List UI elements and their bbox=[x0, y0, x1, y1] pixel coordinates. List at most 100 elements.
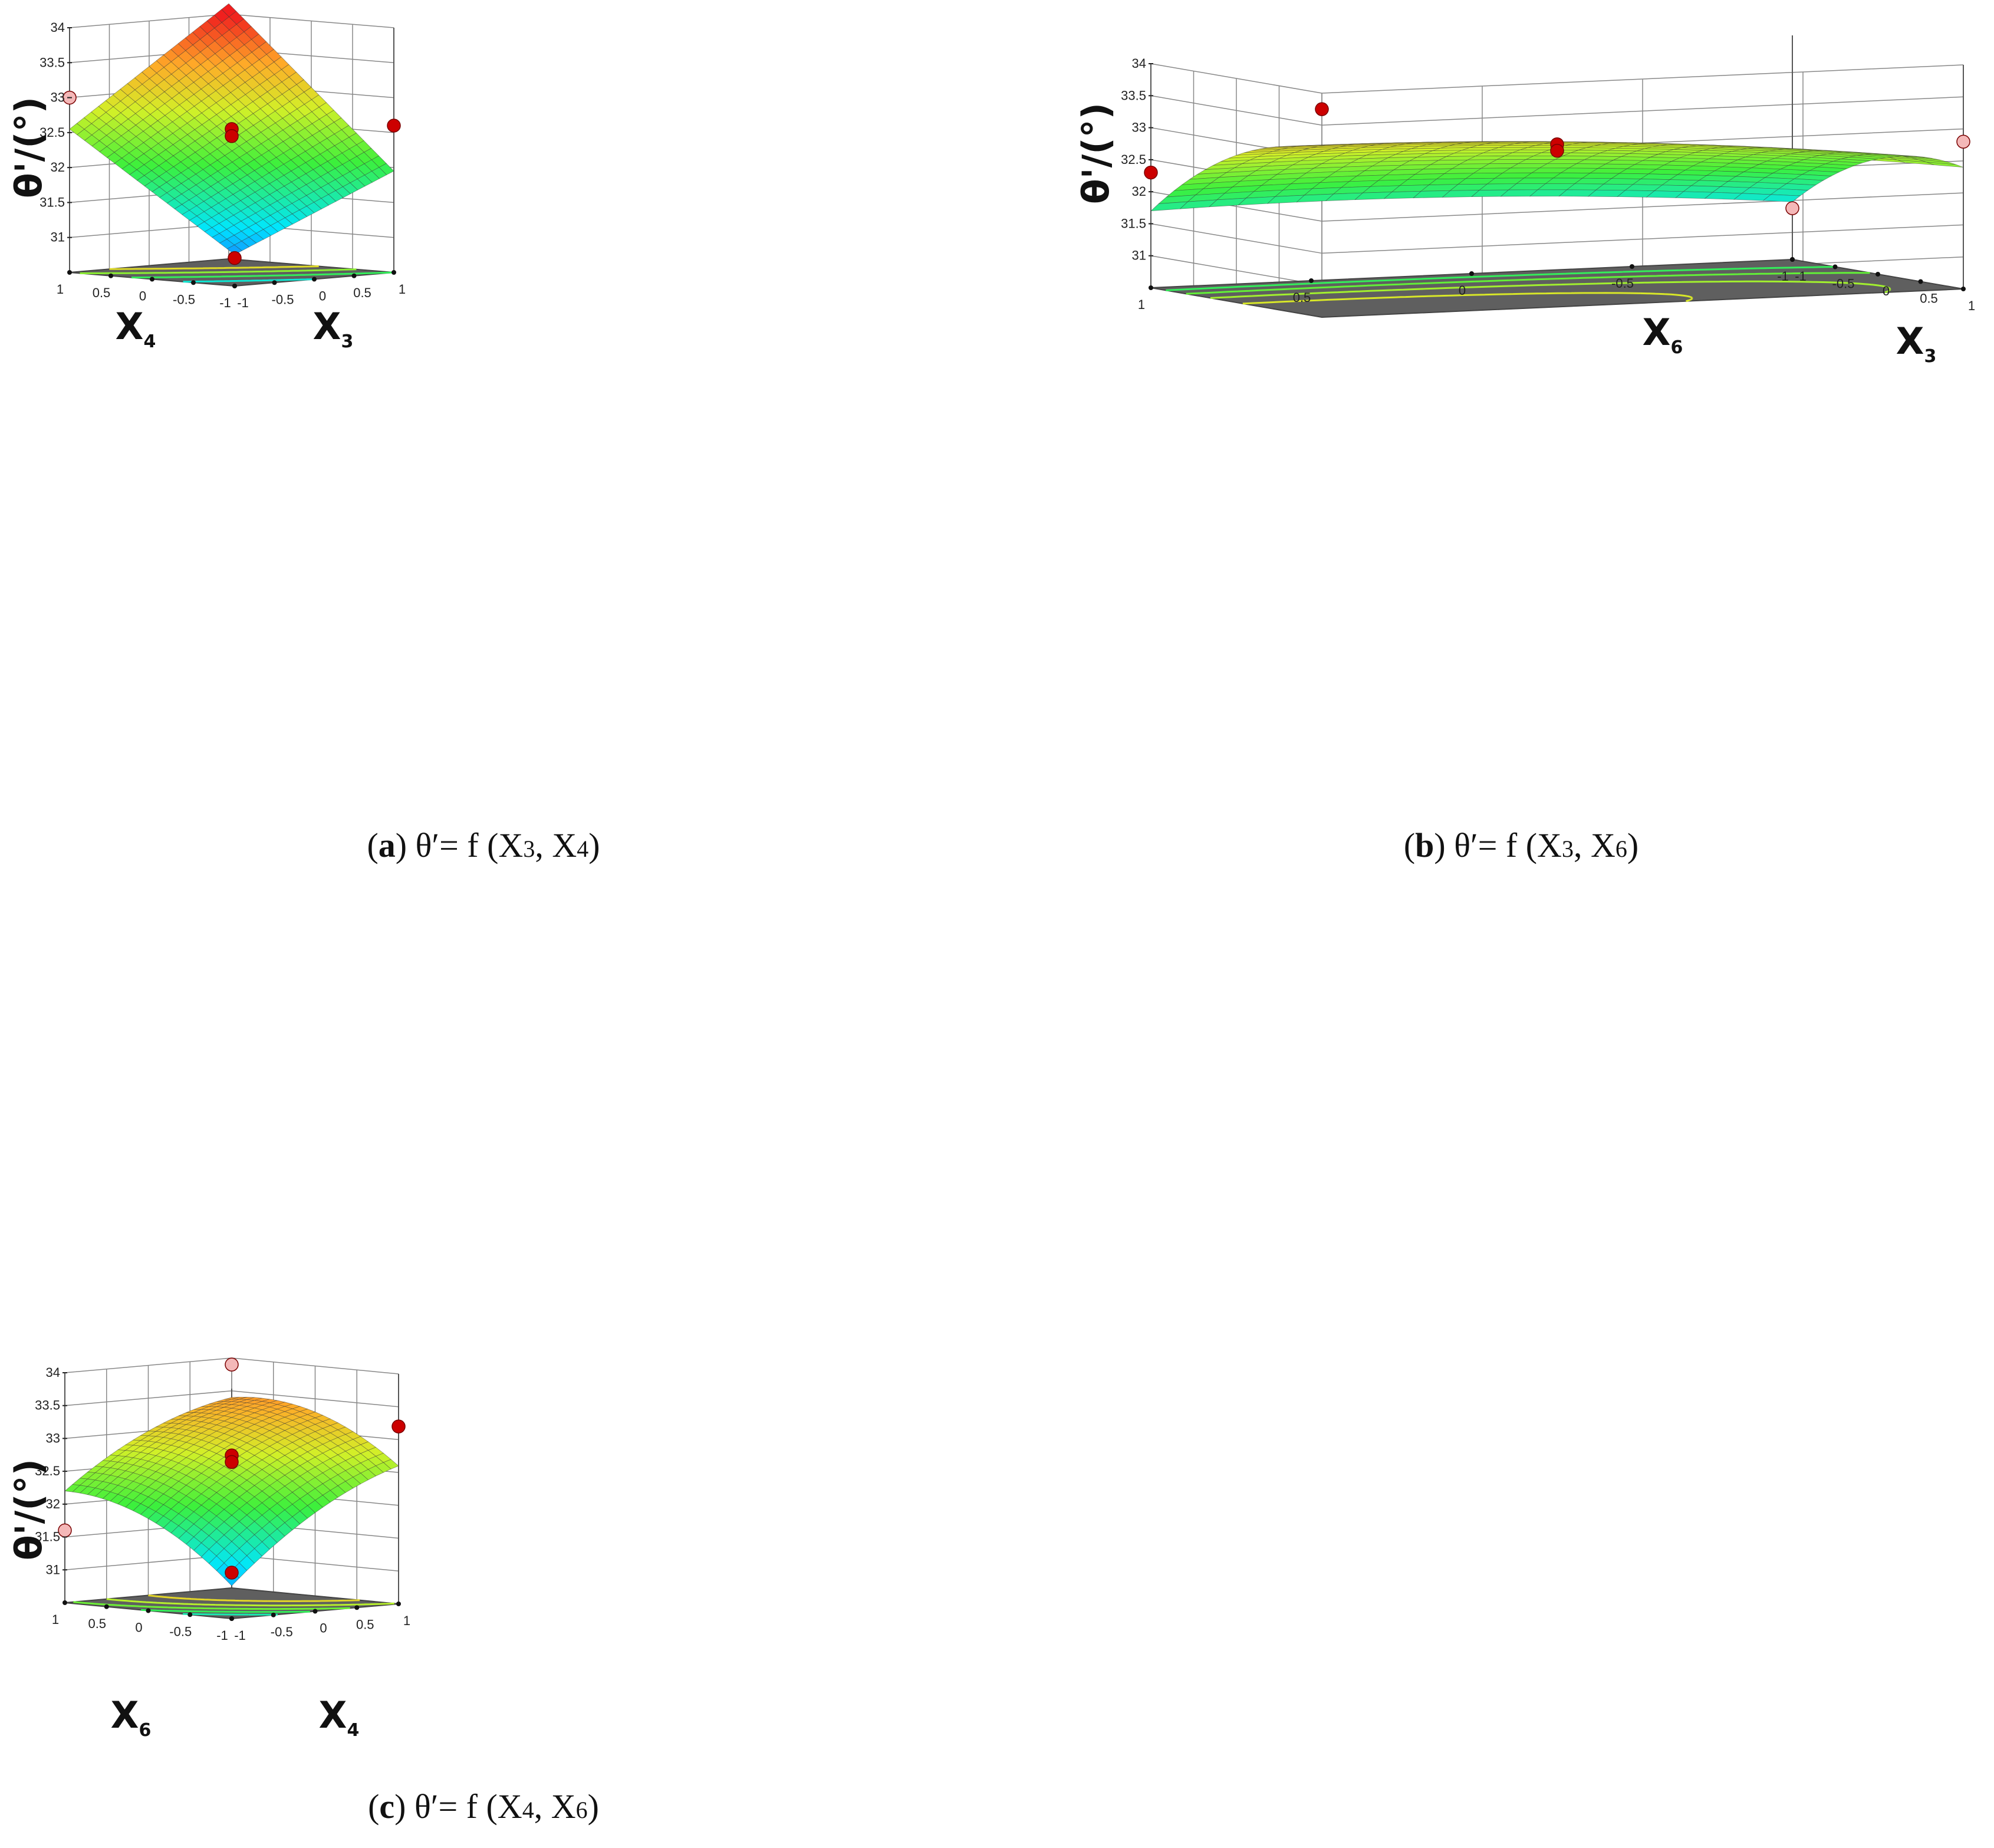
caption-a-letter: a bbox=[378, 826, 396, 864]
design-point bbox=[225, 1357, 239, 1372]
x-tick-mark bbox=[272, 280, 277, 285]
surface-facet bbox=[1762, 194, 1801, 202]
z-tick-label: 33 bbox=[46, 1431, 60, 1445]
design-point bbox=[225, 1566, 239, 1580]
caption-b: (b) θ′= f (X3, X6) bbox=[1403, 826, 1639, 864]
y-tick-mark bbox=[150, 277, 154, 282]
y-tick-label: 0.5 bbox=[93, 285, 111, 300]
y-tick-labels: -1 -0.5 0 0.5 1 bbox=[57, 270, 237, 310]
chart-panel-a: 31 31.5 32 32.5 33 33.5 34 -1 -0.5 0 0.5 1 -1 -0.5 0 0.… bbox=[0, 0, 943, 796]
x-tick-label: 0 bbox=[320, 1621, 327, 1636]
y-axis-title: X6 bbox=[1643, 311, 1683, 358]
contour-lines bbox=[80, 265, 394, 283]
z-tick-label: 34 bbox=[1132, 56, 1146, 71]
wall-gridline bbox=[1150, 95, 1964, 126]
z-tick-label: 32 bbox=[1132, 184, 1146, 199]
wall-gridline bbox=[1150, 223, 1964, 254]
z-tick-label: 31.5 bbox=[35, 1530, 60, 1544]
y-tick-label: 1 bbox=[57, 282, 64, 297]
x-tick-mark bbox=[354, 1605, 360, 1610]
x-axis-title: X4 bbox=[319, 1694, 360, 1741]
surface-facet bbox=[1150, 201, 1189, 212]
design-point bbox=[1315, 102, 1329, 116]
z-tick-label: 33.5 bbox=[1121, 88, 1146, 103]
y-tick-label: -1 bbox=[1777, 269, 1789, 284]
y-tick-label: -0.5 bbox=[1611, 276, 1634, 291]
z-tick-label: 34 bbox=[46, 1365, 60, 1380]
caption-c: (c) θ′= f (X4, X6) bbox=[368, 1787, 599, 1826]
design-point bbox=[1550, 143, 1564, 158]
contour-line bbox=[1186, 272, 1870, 295]
x-tick-label: -0.5 bbox=[271, 1625, 293, 1639]
x-tick-mark bbox=[396, 1602, 401, 1606]
z-tick-label: 32.5 bbox=[35, 1464, 60, 1478]
chart-box: 31 31.5 32 32.5 33 33.5 34 -1 -0.5 0 0.5 1 -1 -0.5 0 0.… bbox=[7, 1357, 410, 1741]
z-tick-label: 32.5 bbox=[1121, 152, 1146, 167]
z-tick-label: 33 bbox=[51, 90, 65, 105]
x-tick-mark bbox=[1961, 287, 1966, 291]
design-point bbox=[228, 251, 242, 265]
z-tick-label: 32 bbox=[46, 1497, 60, 1511]
y-tick-label: -0.5 bbox=[173, 292, 195, 307]
y-tick-mark bbox=[1790, 257, 1795, 262]
design-point bbox=[1956, 134, 1970, 149]
y-tick-mark bbox=[1309, 278, 1314, 283]
caption-c-text: θ′= f (X4, X6) bbox=[414, 1787, 599, 1826]
contour-line bbox=[1166, 266, 1835, 291]
x-tick-labels: -1 -0.5 0 0.5 1 bbox=[229, 1602, 410, 1643]
contour-line bbox=[109, 265, 319, 270]
design-point bbox=[225, 1455, 239, 1469]
y-tick-mark bbox=[146, 1608, 151, 1613]
x-tick-label: 0.5 bbox=[1920, 291, 1938, 306]
surface-chart-b: 31 31.5 32 32.5 33 33.5 34 -1 -0.5 0 0.5 1 -1 -0.5 0 0.… bbox=[1074, 35, 1975, 367]
y-tick-label: -0.5 bbox=[169, 1624, 192, 1639]
z-tick-label: 31.5 bbox=[1121, 216, 1146, 231]
x-axis-title: X3 bbox=[313, 305, 354, 352]
y-tick-mark bbox=[229, 1616, 234, 1621]
y-tick-label: -1 bbox=[216, 1628, 228, 1643]
y-tick-labels: -1 -0.5 0 0.5 1 bbox=[1138, 257, 1795, 312]
contour-line bbox=[73, 1601, 350, 1610]
chart-box: 31 31.5 32 32.5 33 33.5 34 -1 -0.5 0 0.5 1 -1 -0.5 0 0.… bbox=[7, 3, 406, 352]
chart-panel-c: 31 31.5 32 32.5 33 33.5 34 -1 -0.5 0 0.5 1 -1 -0.5 0 0.… bbox=[0, 943, 943, 1769]
y-tick-label: 0.5 bbox=[88, 1616, 106, 1631]
x-tick-labels: -1 -0.5 0 0.5 1 bbox=[232, 270, 406, 310]
y-tick-mark bbox=[232, 284, 237, 288]
z-axis-title: θ'/(°) bbox=[1074, 103, 1117, 204]
x-tick-mark bbox=[271, 1612, 276, 1617]
z-tick-label: 31 bbox=[51, 230, 65, 245]
x-tick-labels: -1 -0.5 0 0.5 1 bbox=[1790, 257, 1975, 313]
y-tick-mark bbox=[187, 1612, 193, 1617]
y-tick-label: 0 bbox=[139, 289, 146, 304]
contour-line bbox=[131, 271, 394, 279]
y-tick-label: -1 bbox=[219, 295, 231, 310]
contour-lines bbox=[73, 1594, 394, 1616]
y-tick-label: 0 bbox=[135, 1620, 142, 1635]
x-tick-label: -1 bbox=[234, 1628, 246, 1643]
x-tick-mark bbox=[312, 277, 317, 282]
x-tick-label: -0.5 bbox=[272, 292, 294, 307]
surface-mesh bbox=[64, 1396, 399, 1586]
z-tick-label: 34 bbox=[51, 20, 65, 35]
y-tick-mark bbox=[191, 280, 196, 285]
y-tick-mark bbox=[1149, 285, 1153, 290]
surface-chart-a: 31 31.5 32 32.5 33 33.5 34 -1 -0.5 0 0.5 1 -1 -0.5 0 0.… bbox=[7, 3, 406, 352]
caption-b-text: θ′= f (X3, X6) bbox=[1454, 826, 1639, 864]
x-tick-mark bbox=[1918, 279, 1923, 284]
x-tick-label: 0 bbox=[1883, 284, 1890, 298]
surface-mesh bbox=[69, 3, 394, 255]
y-tick-labels: -1 -0.5 0 0.5 1 bbox=[52, 1600, 234, 1643]
y-tick-mark bbox=[62, 1600, 67, 1605]
x-tick-label: 0 bbox=[319, 289, 326, 304]
x-tick-label: -1 bbox=[237, 295, 249, 310]
x-tick-label: 1 bbox=[403, 1613, 410, 1628]
y-tick-mark bbox=[67, 270, 72, 275]
x-tick-mark bbox=[351, 273, 357, 278]
caption-a-text: θ′= f (X3, X4) bbox=[415, 826, 600, 864]
z-tick-label: 33.5 bbox=[35, 1398, 60, 1413]
z-tick-labels: 31 31.5 32 32.5 33 33.5 34 bbox=[1121, 56, 1153, 263]
design-point bbox=[391, 1419, 406, 1433]
y-tick-mark bbox=[104, 1604, 109, 1609]
surface-mesh bbox=[1150, 141, 1964, 212]
contour-line bbox=[80, 268, 357, 274]
